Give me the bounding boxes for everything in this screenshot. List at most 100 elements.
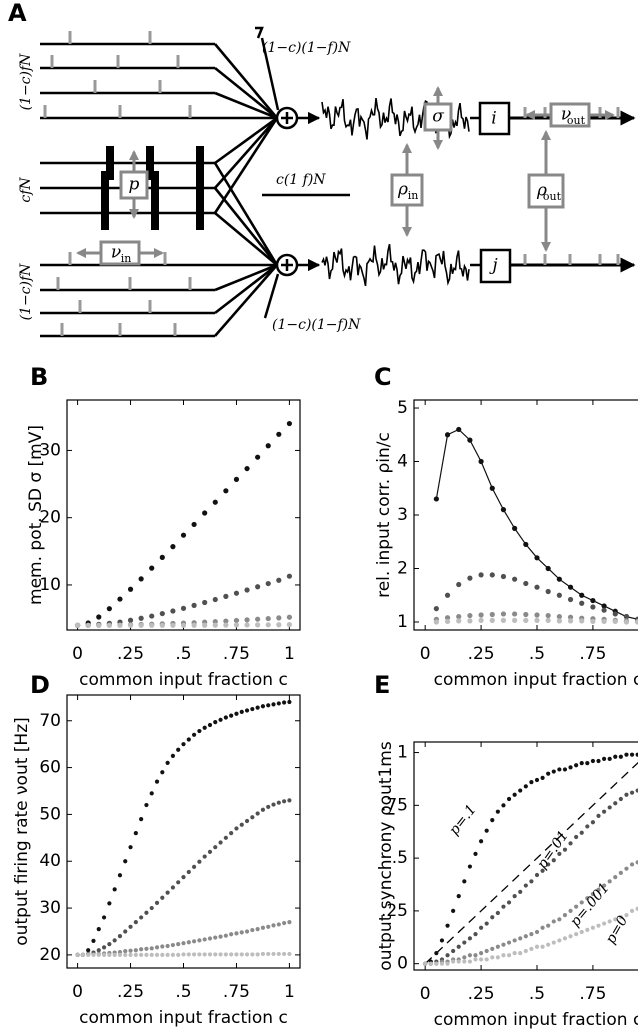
x-axis-label: common input fraction c (434, 1010, 638, 1030)
neuron-box (479, 248, 512, 284)
sum-sign (281, 259, 293, 271)
data-point (534, 944, 540, 949)
reference-diagonal (424, 761, 638, 965)
spike (196, 196, 204, 230)
data-point (96, 927, 101, 932)
y-axis-label: output firing rate νout [Hz] (12, 717, 32, 946)
data-point (601, 756, 607, 761)
data-point (176, 880, 181, 885)
fan-line (214, 264, 278, 337)
data-point (624, 792, 629, 797)
data-point (590, 891, 596, 897)
data-point (80, 952, 85, 957)
data-point (635, 619, 638, 625)
data-point (579, 929, 584, 935)
data-point (234, 952, 239, 957)
data-point (439, 961, 445, 966)
data-point (117, 952, 123, 957)
data-point (523, 883, 528, 888)
data-point (612, 618, 618, 625)
data-point (551, 919, 556, 924)
spike (101, 171, 109, 205)
data-point (512, 894, 517, 899)
chart-panel: D 0 .25 .5 .75 1 20 30 40 50 60 70 common input frac… (12, 671, 301, 1028)
data-point (107, 901, 112, 906)
data-point (207, 952, 213, 957)
y-tick-label: .5 (392, 848, 408, 868)
data-point (186, 952, 191, 957)
data-point (495, 809, 500, 814)
data-point (255, 454, 261, 460)
data-point (86, 948, 91, 953)
data-point (557, 917, 562, 922)
data-point (133, 948, 138, 953)
data-point (149, 791, 154, 796)
data-point (467, 953, 473, 958)
data-point (112, 887, 117, 892)
data-point (287, 798, 292, 803)
data-point (484, 957, 489, 962)
data-point (223, 488, 229, 494)
data-point (180, 532, 187, 538)
data-point (286, 420, 293, 427)
data-point (444, 592, 451, 598)
y-tick-label: .75 (381, 795, 408, 815)
data-point (478, 458, 484, 465)
data-point (138, 622, 144, 628)
neuron-label: j (488, 256, 498, 276)
data-point (271, 951, 276, 957)
data-point (96, 622, 102, 628)
data-point (149, 622, 155, 628)
data-point (282, 920, 287, 926)
symbol: ν (561, 105, 571, 125)
data-point (467, 437, 473, 443)
data-point (607, 879, 612, 884)
data-point (567, 618, 574, 624)
data-point (191, 952, 197, 957)
data-point (75, 952, 80, 957)
data-point (144, 802, 149, 808)
data-point (96, 948, 101, 953)
data-point (490, 915, 495, 920)
data-point (529, 780, 534, 785)
branch (260, 37, 280, 111)
data-point (489, 572, 495, 578)
data-point (629, 752, 635, 757)
data-point (250, 706, 255, 712)
data-point (244, 617, 250, 623)
fan-line (213, 162, 279, 266)
data-point (223, 618, 229, 624)
data-point (623, 619, 630, 625)
data-point (512, 617, 518, 623)
data-point (144, 946, 149, 951)
series-line (435, 428, 638, 621)
data-point (512, 525, 518, 531)
data-point (233, 617, 240, 624)
data-point (518, 889, 523, 894)
data-point (518, 788, 523, 793)
axes-box (66, 399, 301, 631)
data-point (255, 952, 260, 957)
data-point (618, 915, 623, 920)
data-point (138, 615, 144, 621)
data-point (478, 839, 484, 844)
data-point (562, 936, 568, 941)
data-point (244, 465, 250, 472)
data-point (159, 610, 165, 617)
x-tick-label: .75 (223, 982, 250, 1002)
data-point (266, 703, 271, 708)
data-point (456, 894, 461, 899)
y-tick-label: 70 (39, 711, 61, 731)
group-label: (1−c)fN (18, 263, 34, 321)
data-point (149, 905, 154, 911)
data-point (500, 507, 507, 513)
symbol: σ (432, 107, 444, 127)
data-point (128, 924, 133, 929)
data-point (266, 804, 271, 810)
data-point (506, 940, 512, 945)
data-point (149, 565, 155, 571)
data-point (523, 541, 529, 548)
data-point (456, 959, 461, 964)
data-point (139, 947, 144, 952)
y-tick-label: 2 (397, 558, 408, 578)
